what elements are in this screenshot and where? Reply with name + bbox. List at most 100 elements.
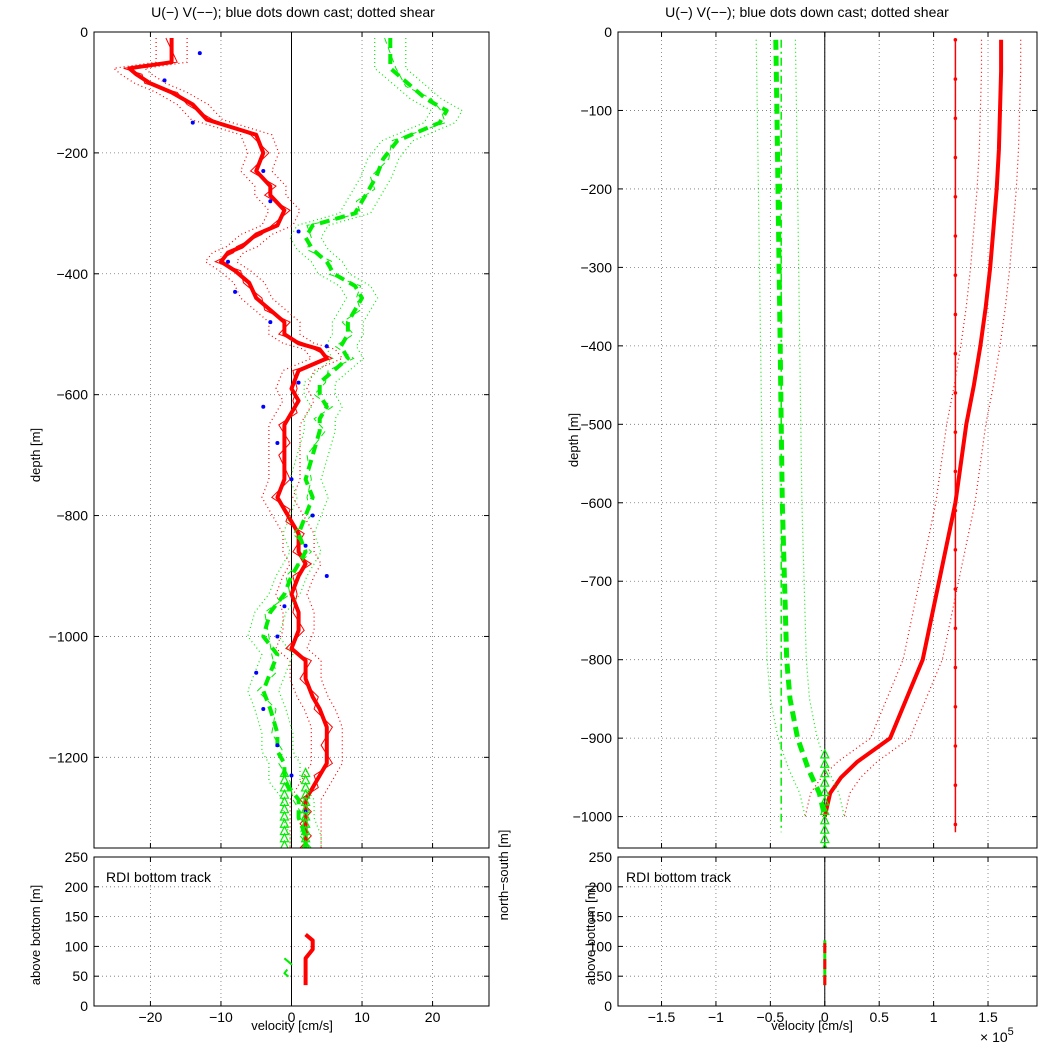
y-tick-label: −800 bbox=[580, 652, 612, 668]
downcast-dot bbox=[261, 404, 266, 409]
bottom-track-marker bbox=[819, 748, 830, 759]
y-tick-label: −400 bbox=[56, 266, 88, 282]
series-u-thin bbox=[123, 37, 334, 848]
left-bottom-xlabel: velocity [cm/s] bbox=[251, 1018, 333, 1033]
overlap-label: north−south [m] bbox=[496, 830, 511, 921]
downcast-dot bbox=[296, 229, 301, 234]
series-u-dot bbox=[953, 38, 958, 42]
y-tick-label: 150 bbox=[65, 909, 89, 925]
bottom-track-marker bbox=[300, 810, 311, 821]
y-tick-label: −1200 bbox=[49, 749, 89, 765]
right-main-title: U(−) V(−−); blue dots down cast; dotted … bbox=[665, 4, 949, 20]
bottom-track-marker bbox=[819, 776, 830, 787]
y-tick-label: 250 bbox=[65, 849, 89, 865]
downcast-dot bbox=[289, 773, 294, 778]
series-u-shear bbox=[804, 39, 983, 817]
y-tick-label: −500 bbox=[580, 416, 612, 432]
series-u-dot bbox=[953, 391, 958, 395]
bottom-track-marker bbox=[819, 795, 830, 806]
downcast-dot bbox=[226, 259, 231, 264]
bottom-track-marker bbox=[819, 833, 830, 844]
downcast-dot bbox=[324, 344, 329, 349]
right-x-multiplier: × 105 bbox=[980, 1026, 1014, 1045]
y-tick-label: −700 bbox=[580, 573, 612, 589]
x-tick-label: −1 bbox=[708, 1009, 724, 1025]
series-u-dot bbox=[953, 548, 958, 552]
downcast-dot bbox=[275, 634, 280, 639]
bottom-track-marker bbox=[300, 832, 311, 843]
left-bottom-panel: RDI bottom track velocity [cm/s] above b… bbox=[28, 849, 490, 1033]
y-tick-label: 150 bbox=[589, 909, 613, 925]
downcast-dot bbox=[254, 670, 259, 675]
series-v bbox=[283, 957, 293, 980]
right-bottom-ylabel: above bottom [m] bbox=[583, 885, 598, 985]
series-u-dot bbox=[953, 822, 958, 827]
left-main-title: U(−) V(−−); blue dots down cast; dotted … bbox=[151, 4, 435, 20]
x-tick-label: −20 bbox=[139, 1009, 163, 1025]
bottom-track-marker bbox=[300, 788, 311, 799]
downcast-dot bbox=[268, 199, 273, 204]
x-tick-label: 0 bbox=[821, 1009, 829, 1025]
bottom-track-marker bbox=[279, 810, 290, 821]
bottom-track-marker bbox=[280, 839, 289, 848]
bottom-track-marker bbox=[301, 839, 310, 848]
bottom-track-marker bbox=[279, 817, 290, 828]
downcast-dot bbox=[190, 120, 195, 125]
series-v-shear bbox=[794, 39, 845, 817]
bottom-track-marker bbox=[300, 767, 311, 778]
downcast-dot bbox=[197, 51, 202, 56]
bottom-track-marker bbox=[279, 825, 290, 836]
downcast-dot bbox=[289, 477, 294, 482]
x-tick-label: 0.5 bbox=[869, 1009, 889, 1025]
axes-frame bbox=[617, 31, 1038, 849]
series-u-dot bbox=[953, 312, 958, 317]
series-u-dot bbox=[953, 77, 958, 81]
series-u-dot bbox=[953, 665, 958, 670]
series-v-shear bbox=[278, 38, 464, 848]
bottom-track-marker bbox=[279, 803, 290, 814]
left-main-panel: U(−) V(−−); blue dots down cast; dotted … bbox=[28, 4, 490, 849]
y-tick-label: 0 bbox=[80, 998, 88, 1014]
bottom-track-marker bbox=[300, 825, 311, 836]
bottom-track-marker bbox=[819, 767, 830, 778]
series-u-dot bbox=[953, 351, 958, 356]
y-tick-label: 0 bbox=[80, 24, 88, 40]
series-u-dot bbox=[953, 430, 958, 434]
series-v bbox=[773, 39, 828, 818]
series-u-dot bbox=[953, 508, 958, 513]
series-u-dot bbox=[953, 783, 958, 788]
y-tick-label: −900 bbox=[580, 730, 612, 746]
bottom-track-marker bbox=[300, 817, 311, 828]
y-tick-label: 0 bbox=[604, 24, 612, 40]
axes-frame bbox=[617, 856, 1038, 1007]
y-tick-label: 100 bbox=[589, 938, 613, 954]
x-tick-label: 0 bbox=[288, 1009, 296, 1025]
x-tick-label: 1.5 bbox=[978, 1009, 998, 1025]
series-u-dot bbox=[953, 273, 958, 278]
plot-area bbox=[112, 37, 464, 848]
downcast-dot bbox=[310, 513, 315, 518]
y-tick-label: −800 bbox=[56, 508, 88, 524]
series-u-dot bbox=[953, 194, 958, 199]
series-u-shear bbox=[843, 39, 1022, 817]
bottom-track-marker bbox=[279, 832, 290, 843]
bottom-track-marker bbox=[819, 814, 830, 825]
y-tick-label: −200 bbox=[56, 145, 88, 161]
x-tick-label: 1 bbox=[930, 1009, 938, 1025]
left-main-ylabel: depth [m] bbox=[28, 428, 43, 482]
downcast-dot bbox=[233, 289, 238, 294]
series-u-dot bbox=[953, 744, 958, 748]
y-tick-label: 50 bbox=[596, 968, 612, 984]
y-tick-label: 200 bbox=[589, 879, 613, 895]
right-bottom-xlabel: velocity [cm/s] bbox=[771, 1018, 853, 1033]
bottom-track-marker bbox=[279, 796, 290, 807]
right-bottom-panel: RDI bottom track velocity [cm/s] above b… bbox=[583, 849, 1038, 1045]
bottom-track-marker bbox=[279, 781, 290, 792]
series-u bbox=[303, 932, 315, 986]
y-tick-label: 200 bbox=[65, 879, 89, 895]
y-tick-label: 100 bbox=[65, 938, 89, 954]
y-tick-label: −600 bbox=[580, 495, 612, 511]
bottom-track-marker bbox=[819, 757, 830, 768]
series-u-dot bbox=[953, 155, 958, 160]
series-u-dot bbox=[953, 626, 958, 631]
